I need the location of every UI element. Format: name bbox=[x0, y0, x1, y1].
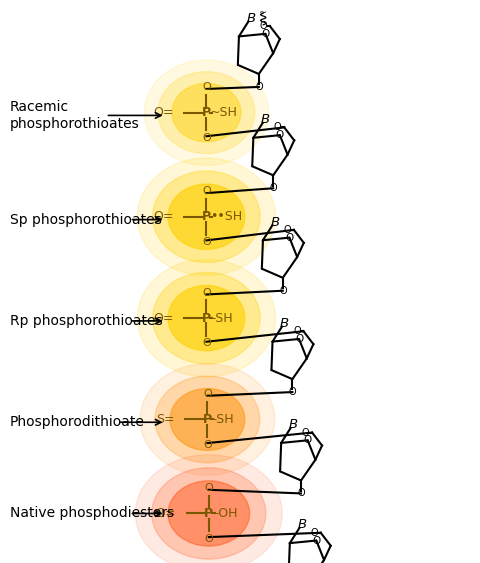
Text: Phosphorodithioate: Phosphorodithioate bbox=[10, 415, 144, 429]
Ellipse shape bbox=[144, 60, 269, 166]
Text: B: B bbox=[271, 216, 280, 229]
Ellipse shape bbox=[153, 272, 260, 364]
Text: –SH: –SH bbox=[211, 413, 234, 426]
Text: O=: O= bbox=[153, 311, 174, 325]
Text: O: O bbox=[203, 389, 212, 399]
Text: B: B bbox=[280, 317, 289, 330]
Text: B: B bbox=[247, 12, 256, 25]
Text: O: O bbox=[202, 288, 211, 298]
Text: B: B bbox=[289, 418, 298, 431]
Text: P: P bbox=[203, 413, 212, 426]
Ellipse shape bbox=[155, 376, 260, 463]
Text: O: O bbox=[203, 440, 212, 450]
Text: O: O bbox=[310, 528, 318, 538]
Ellipse shape bbox=[168, 481, 250, 546]
Text: O: O bbox=[255, 82, 263, 92]
Text: P: P bbox=[202, 210, 211, 224]
Text: Sp phosphorothioates: Sp phosphorothioates bbox=[10, 213, 161, 226]
Text: ~SH: ~SH bbox=[210, 106, 238, 119]
Text: O: O bbox=[276, 130, 284, 140]
Ellipse shape bbox=[135, 455, 282, 563]
Text: O: O bbox=[303, 435, 312, 445]
Text: S=: S= bbox=[156, 413, 175, 426]
Text: O: O bbox=[259, 21, 267, 31]
Text: O: O bbox=[204, 483, 213, 493]
Text: B: B bbox=[298, 519, 307, 531]
Text: O=: O= bbox=[156, 507, 176, 520]
Text: O: O bbox=[269, 184, 277, 193]
Text: O: O bbox=[202, 186, 211, 196]
Text: O: O bbox=[283, 225, 291, 235]
Ellipse shape bbox=[172, 83, 241, 142]
Text: O: O bbox=[279, 286, 287, 296]
Text: O: O bbox=[261, 29, 270, 39]
Ellipse shape bbox=[140, 364, 275, 475]
Text: P: P bbox=[202, 311, 211, 325]
Text: O=: O= bbox=[153, 210, 174, 224]
Text: P: P bbox=[202, 106, 211, 119]
Ellipse shape bbox=[137, 158, 276, 275]
Text: –OH: –OH bbox=[212, 507, 238, 520]
Text: Racemic
phosphorothioates: Racemic phosphorothioates bbox=[10, 100, 139, 131]
Text: O: O bbox=[274, 122, 281, 132]
Ellipse shape bbox=[170, 388, 245, 450]
Text: Native phosphodiesters: Native phosphodiesters bbox=[10, 507, 174, 520]
Text: O: O bbox=[285, 233, 294, 243]
Text: Rp phosphorothioates: Rp phosphorothioates bbox=[10, 314, 162, 328]
Text: ∼: ∼ bbox=[259, 7, 267, 17]
Text: O: O bbox=[202, 82, 211, 92]
Ellipse shape bbox=[158, 72, 255, 154]
Text: B: B bbox=[261, 113, 270, 126]
Ellipse shape bbox=[168, 184, 245, 249]
Text: P: P bbox=[204, 507, 214, 520]
Text: O: O bbox=[295, 334, 303, 344]
Text: O: O bbox=[301, 427, 309, 437]
Ellipse shape bbox=[168, 285, 245, 351]
Text: O=: O= bbox=[153, 106, 174, 119]
Text: ••SH: ••SH bbox=[210, 210, 242, 224]
Text: O: O bbox=[288, 387, 296, 397]
Text: O: O bbox=[202, 237, 211, 247]
Text: O: O bbox=[204, 534, 213, 544]
Text: O: O bbox=[202, 338, 211, 348]
Text: O: O bbox=[312, 535, 321, 546]
Ellipse shape bbox=[153, 171, 260, 262]
Text: –SH: –SH bbox=[210, 311, 233, 325]
Ellipse shape bbox=[137, 260, 276, 377]
Text: O: O bbox=[297, 489, 305, 498]
Text: O: O bbox=[293, 326, 300, 336]
Ellipse shape bbox=[152, 468, 266, 559]
Text: O: O bbox=[202, 133, 211, 143]
